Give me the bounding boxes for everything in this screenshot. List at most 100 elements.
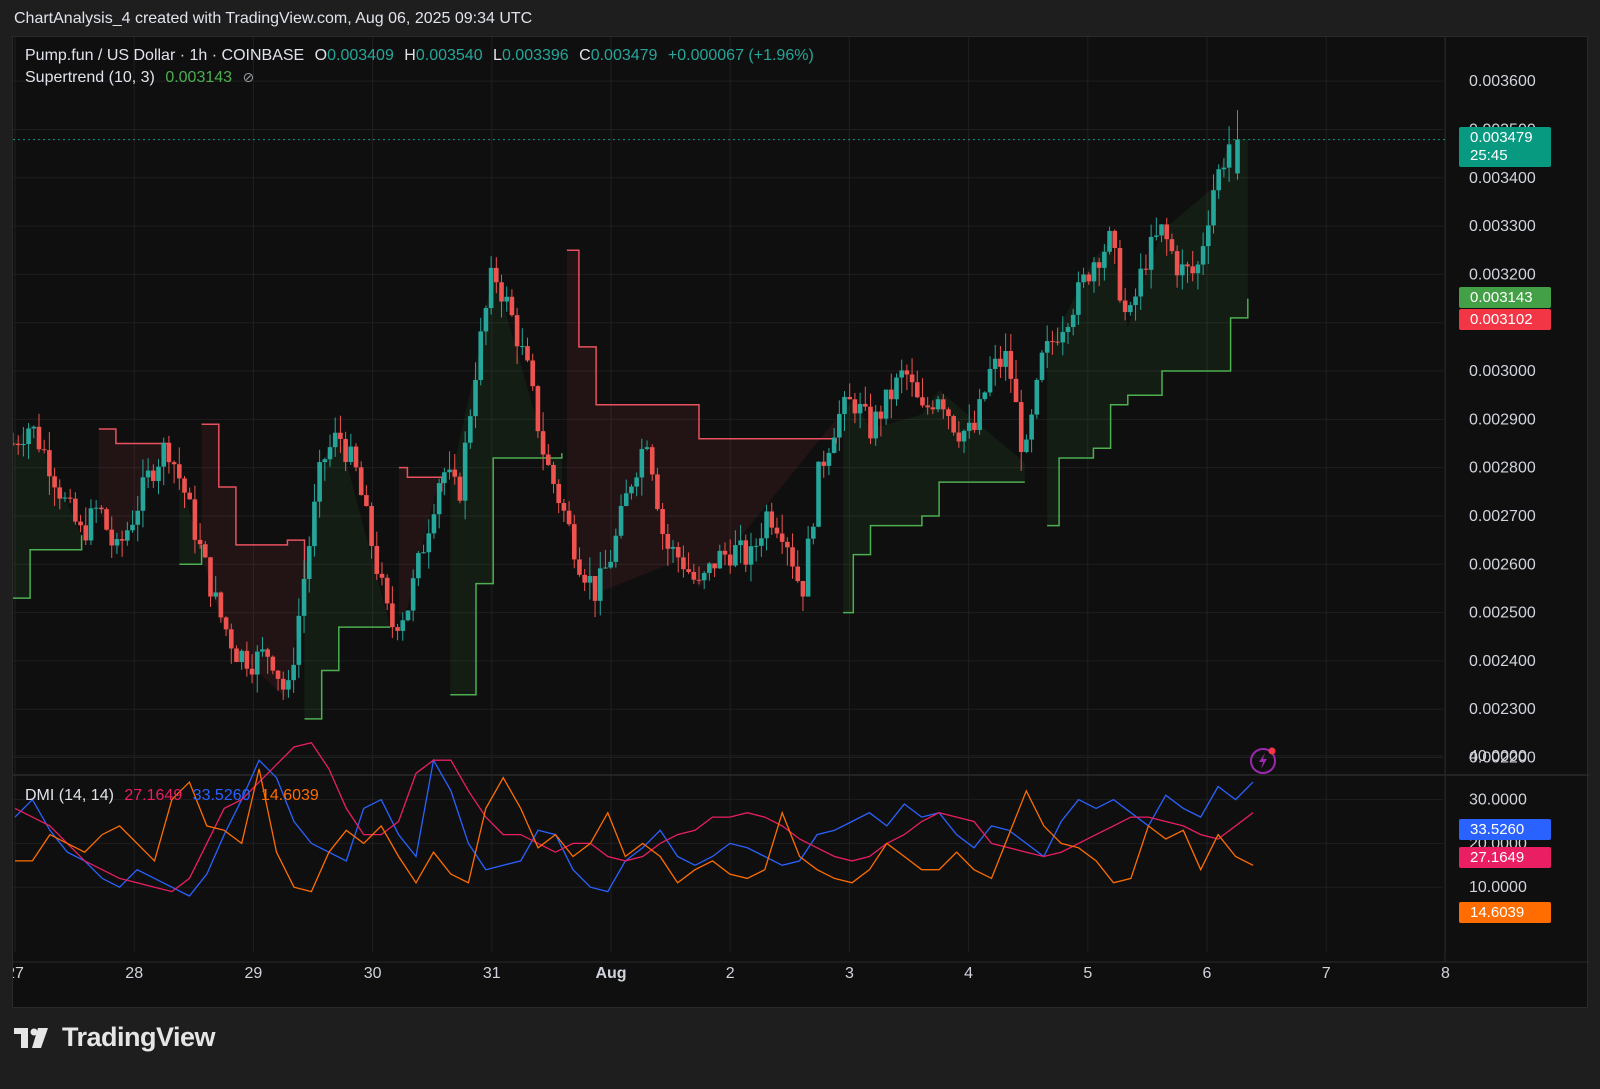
- lightning-icon[interactable]: [1249, 745, 1279, 775]
- candle: [1018, 402, 1024, 452]
- candle: [1180, 264, 1185, 276]
- candle: [400, 620, 406, 631]
- supertrend-line: [98, 428, 168, 445]
- candle: [151, 470, 156, 481]
- candle: [852, 399, 858, 414]
- chart-canvas[interactable]: 0.0036000.0035000.0034000.0033000.003200…: [13, 37, 1589, 1009]
- candle: [1024, 439, 1029, 452]
- candle: [1148, 236, 1154, 270]
- candle: [826, 452, 832, 466]
- candle: [904, 370, 910, 375]
- high-value: 0.003540: [415, 47, 483, 64]
- time-axis-label: 30: [364, 965, 382, 982]
- candle: [920, 397, 925, 406]
- time-axis-label: 2: [726, 965, 735, 982]
- candle: [1169, 239, 1175, 252]
- candle: [306, 546, 312, 579]
- candle: [582, 574, 587, 583]
- candle: [1226, 144, 1232, 168]
- candle: [145, 470, 151, 478]
- candle: [254, 651, 260, 675]
- candle: [442, 472, 447, 484]
- candle: [67, 497, 73, 499]
- last-price-tag: 0.003479 25:45: [1459, 127, 1551, 167]
- candle: [317, 462, 322, 502]
- candle: [1200, 246, 1206, 265]
- candle: [384, 577, 390, 604]
- candle: [1195, 264, 1201, 274]
- time-axis-label: 31: [483, 965, 501, 982]
- time-axis-label: 27: [13, 965, 24, 982]
- candle: [566, 510, 572, 525]
- eye-slash-icon[interactable]: ⊘: [242, 69, 255, 85]
- time-axis-label: 8: [1441, 965, 1450, 982]
- candle: [166, 442, 172, 463]
- supertrend-fill: [566, 250, 837, 594]
- candle: [275, 670, 281, 679]
- candle: [743, 540, 749, 565]
- candle: [790, 547, 795, 567]
- price-axis-label: 0.002600: [1469, 556, 1536, 573]
- candle: [83, 525, 89, 541]
- candle: [431, 514, 437, 534]
- candle: [1091, 262, 1097, 282]
- candle: [457, 476, 463, 501]
- candle: [260, 649, 265, 652]
- candle: [296, 615, 302, 665]
- dmi-line-adx: [15, 768, 1254, 893]
- candle: [1211, 190, 1216, 226]
- candle: [291, 664, 296, 681]
- candle: [62, 497, 68, 499]
- chart-panel[interactable]: 0.0036000.0035000.0034000.0033000.003200…: [12, 36, 1589, 1009]
- candle: [587, 576, 593, 583]
- candle: [213, 592, 218, 597]
- candle: [119, 539, 125, 541]
- candle: [608, 561, 613, 568]
- candle: [946, 409, 951, 417]
- candle: [270, 656, 276, 671]
- candle: [509, 296, 515, 316]
- candle: [379, 573, 385, 578]
- open-label: O: [314, 47, 328, 64]
- candle: [639, 448, 645, 478]
- tradingview-logo[interactable]: TradingView: [14, 1022, 216, 1053]
- time-axis-label: 7: [1322, 965, 1331, 982]
- candle: [712, 563, 717, 569]
- supertrend-line: [450, 453, 563, 696]
- supertrend-fill: [98, 429, 168, 555]
- supertrend-line: [179, 544, 203, 566]
- dmi-legend: DMI (14, 14) 27.1649 33.5260 14.6039: [25, 787, 325, 805]
- candle: [192, 499, 198, 540]
- candle: [104, 509, 109, 530]
- candle: [842, 396, 847, 414]
- candle: [208, 557, 213, 597]
- candle: [696, 579, 702, 581]
- candle: [722, 550, 728, 555]
- candle: [239, 650, 244, 663]
- candle: [686, 569, 691, 572]
- candle: [535, 386, 541, 432]
- candle: [13, 443, 16, 445]
- candle: [218, 592, 224, 618]
- candle: [878, 411, 884, 419]
- price-axis-label: 0.003200: [1469, 266, 1536, 283]
- candle: [956, 432, 962, 442]
- candle: [753, 545, 759, 547]
- candle: [545, 454, 551, 465]
- supertrend-line: [13, 535, 83, 599]
- candle: [914, 382, 920, 398]
- candle: [1003, 350, 1008, 367]
- candle: [655, 474, 660, 510]
- candle: [358, 467, 364, 496]
- candle: [228, 629, 234, 649]
- time-axis-label: Aug: [595, 965, 626, 982]
- candle: [1112, 230, 1118, 248]
- price-axis-label: 0.002500: [1469, 605, 1536, 622]
- price-axis-label: 0.003000: [1469, 363, 1536, 380]
- supertrend-legend: Supertrend (10, 3) 0.003143 ⊘: [25, 69, 260, 87]
- candle: [691, 571, 697, 580]
- candle: [935, 399, 941, 410]
- symbol-legend: Pump.fun / US Dollar · 1h · COINBASE O0.…: [25, 47, 820, 65]
- candle: [1029, 414, 1034, 440]
- candle: [940, 399, 946, 410]
